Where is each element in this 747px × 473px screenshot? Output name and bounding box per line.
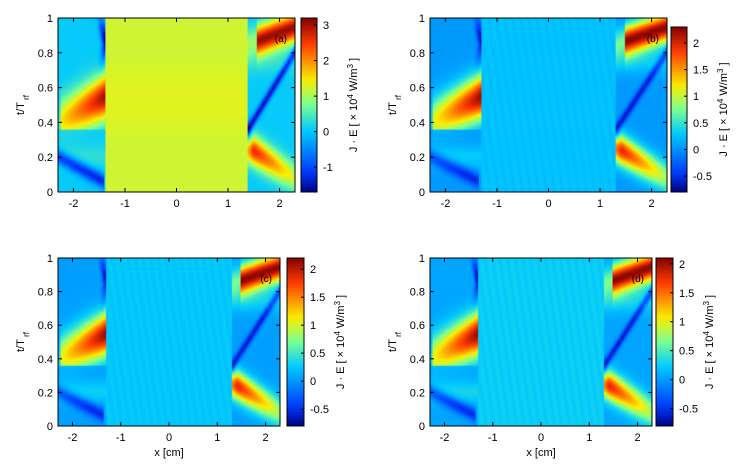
y-tick-label: 0.2 (410, 152, 425, 164)
x-tick-label: 2 (276, 198, 282, 210)
panel-c: -2 -1 0 1 2 0 0.2 0.4 0.6 0.8 1 t/T rf x [cm] (c) -0.5… (15, 253, 347, 459)
y-tick-label: 0.8 (410, 48, 425, 60)
colorbar-tick-label: 0.5 (310, 348, 325, 360)
y-tick-label: 0.4 (38, 117, 53, 129)
colorbar-tick-label: 2 (693, 38, 699, 50)
x-tick-label: -1 (492, 198, 502, 210)
y-tick-label: 1 (47, 13, 53, 25)
panel-label: (a) (275, 34, 287, 45)
y-axis-label: t/T rf (387, 94, 403, 115)
x-tick-label: -2 (69, 198, 79, 210)
colorbar-tick-label: 0 (310, 376, 316, 388)
y-axis-label: t/T rf (15, 94, 31, 115)
x-tick-label: -2 (68, 432, 78, 444)
colorbar-tick-label: -0.5 (693, 171, 712, 183)
panel-label: (d) (632, 274, 644, 285)
x-axis-label: x [cm] (526, 447, 555, 459)
y-tick-label: 0.6 (38, 320, 53, 332)
colorbar-tick-label: 0 (693, 144, 699, 156)
colorbar-tick-label: 2 (310, 264, 316, 276)
colorbar-tick-label: 1 (679, 317, 685, 329)
y-tick-label: 1 (419, 13, 425, 25)
panel-b: -2 -1 0 1 2 0 0.2 0.4 0.6 0.8 1 t/T rf (b) -0.5 0 0.5 1 1… (387, 13, 730, 210)
panel-d: -2 -1 0 1 2 0 0.2 0.4 0.6 0.8 1 t/T rf x [cm] (d) -0.5… (387, 253, 716, 459)
x-tick-label: 0 (166, 432, 172, 444)
colorbar-tick-label: 1.5 (679, 288, 694, 300)
x-tick-label: 1 (586, 432, 592, 444)
x-tick-label: 1 (214, 432, 220, 444)
y-tick-label: 0.2 (38, 387, 53, 399)
colorbar (300, 17, 318, 193)
y-tick-label: 0.4 (410, 354, 425, 366)
panel-label: (c) (260, 274, 272, 285)
colorbar-tick-label: -0.5 (679, 404, 698, 416)
x-tick-label: 0 (538, 432, 544, 444)
colorbar-tick-label: 1 (310, 320, 316, 332)
y-tick-label: 0.8 (38, 287, 53, 299)
panel-a: -2 -1 0 1 2 0 0.2 0.4 0.6 0.8 1 t/T rf (a) -1 0 1 2 3 J · … (15, 13, 360, 210)
x-axis-label: x [cm] (154, 447, 183, 459)
x-tick-label: 1 (225, 198, 231, 210)
colorbar-tick-label: 1 (323, 91, 329, 103)
colorbar-label: J · E [ × 104 W/m3 ] (346, 58, 360, 152)
x-tick-label: -1 (116, 432, 126, 444)
heatmap-image (58, 258, 280, 426)
x-tick-label: -2 (441, 198, 451, 210)
heatmap-image (430, 18, 667, 192)
colorbar-tick-label: 1.5 (310, 292, 325, 304)
colorbar-tick-label: 1 (693, 91, 699, 103)
colorbar-tick-label: 2 (323, 56, 329, 68)
colorbar-label: J · E [ × 104 W/m3 ] (702, 295, 716, 389)
colorbar-tick-label: -1 (323, 162, 333, 174)
x-tick-label: 1 (597, 198, 603, 210)
x-tick-label: 2 (262, 432, 268, 444)
heatmap-image (430, 258, 652, 426)
colorbar-tick-label: 0.5 (679, 346, 694, 358)
y-tick-label: 0 (419, 421, 425, 433)
y-tick-label: 0.4 (410, 117, 425, 129)
y-tick-label: 0.4 (38, 354, 53, 366)
y-tick-label: 1 (419, 253, 425, 265)
heatmap-image (58, 18, 295, 192)
colorbar-tick-label: 1.5 (693, 65, 708, 77)
y-tick-label: 0.2 (410, 387, 425, 399)
colorbar-label: J · E [ × 104 W/m3 ] (333, 295, 347, 389)
colorbar-tick-label: 0 (679, 375, 685, 387)
colorbar (670, 26, 688, 193)
colorbar-tick-label: 0 (323, 127, 329, 139)
y-tick-label: 0 (419, 187, 425, 199)
colorbar-tick-label: -0.5 (310, 404, 329, 416)
y-tick-label: 0.8 (38, 48, 53, 60)
x-tick-label: 2 (634, 432, 640, 444)
y-axis-label: t/T rf (387, 331, 403, 352)
x-tick-label: 0 (545, 198, 551, 210)
panel-label: (b) (647, 34, 659, 45)
colorbar-tick-label: 0.5 (693, 118, 708, 130)
y-tick-label: 0.8 (410, 287, 425, 299)
y-axis-label: t/T rf (15, 331, 31, 352)
y-tick-label: 0.2 (38, 152, 53, 164)
colorbar (655, 257, 674, 427)
y-tick-label: 0.6 (38, 83, 53, 95)
y-tick-label: 1 (47, 253, 53, 265)
x-tick-label: 2 (648, 198, 654, 210)
colorbar (286, 257, 305, 427)
x-tick-label: -2 (440, 432, 450, 444)
x-tick-label: 0 (173, 198, 179, 210)
x-tick-label: -1 (120, 198, 130, 210)
y-tick-label: 0.6 (410, 320, 425, 332)
colorbar-label: J · E [ × 104 W/m3 ] (716, 62, 730, 156)
colorbar-tick-label: 3 (323, 20, 329, 32)
y-tick-label: 0 (47, 421, 53, 433)
colorbar-tick-label: 2 (679, 259, 685, 271)
x-tick-label: -1 (488, 432, 498, 444)
y-tick-label: 0 (47, 187, 53, 199)
y-tick-label: 0.6 (410, 83, 425, 95)
